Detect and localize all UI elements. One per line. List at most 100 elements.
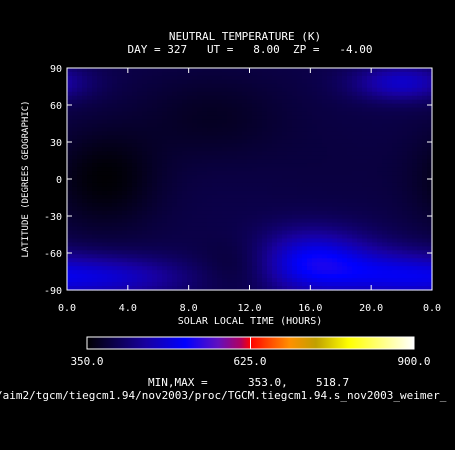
heatmap-cell [232,127,238,133]
heatmap-cell [87,226,93,232]
heatmap-cell [112,222,118,228]
heatmap-cell [112,238,118,244]
heatmap-cell [132,115,138,121]
heatmap-cell [392,230,398,236]
heatmap-cell [92,139,98,144]
heatmap-cell [292,242,298,247]
heatmap-cell [177,107,183,113]
heatmap-cell [282,95,288,101]
heatmap-cell [202,222,208,228]
heatmap-cell [222,186,228,192]
heatmap-cell [187,226,193,232]
heatmap-cell [132,218,138,224]
heatmap-cell [217,179,223,184]
heatmap-cell [112,246,118,251]
heatmap-cell [302,99,308,105]
heatmap-cell [417,91,423,97]
heatmap-cell [237,155,243,160]
heatmap-cell [397,171,403,176]
heatmap-cell [157,163,163,168]
heatmap-cell [422,91,428,97]
heatmap-cell [72,99,78,105]
heatmap-cell [212,87,218,93]
heatmap-cell [342,179,348,184]
heatmap-cell [152,206,158,212]
heatmap-cell [272,206,278,212]
heatmap-cell [312,222,318,228]
heatmap-cell [397,226,403,232]
heatmap-cell [152,75,158,81]
heatmap-cell [422,230,428,236]
heatmap-cell [387,159,393,164]
heatmap-cell [197,147,203,152]
heatmap-cell [197,135,203,140]
heatmap-cell [217,75,223,81]
heatmap-cell [292,226,298,232]
heatmap-cell [337,111,343,117]
heatmap-cell [337,246,343,251]
heatmap-cell [402,143,408,148]
heatmap-cell [402,194,408,200]
heatmap-cell [412,238,418,244]
heatmap-cell [72,163,78,168]
heatmap-cell [222,182,228,188]
heatmap-cell [227,274,233,279]
heatmap-cell [257,190,263,196]
heatmap-cell [317,95,323,101]
heatmap-cell [412,75,418,81]
heatmap-cell [127,186,133,192]
heatmap-cell [377,230,383,236]
heatmap-cell [87,131,93,136]
heatmap-cell [297,222,303,228]
heatmap-cell [407,143,413,148]
heatmap-cell [377,103,383,109]
heatmap-cell [377,226,383,232]
heatmap-cell [132,83,138,89]
heatmap-cell [197,194,203,200]
heatmap-cell [247,99,253,105]
heatmap-cell [307,278,313,283]
heatmap-cell [327,262,333,267]
heatmap-cell [207,242,213,247]
heatmap-cell [287,159,293,164]
heatmap-cell [312,167,318,172]
heatmap-cell [152,234,158,240]
heatmap-cell [302,258,308,263]
heatmap-cell [312,270,318,275]
heatmap-cell [97,234,103,240]
heatmap-cell [417,167,423,172]
heatmap-cell [302,222,308,228]
heatmap-cell [167,95,173,101]
heatmap-cell [417,242,423,247]
heatmap-cell [92,250,98,255]
heatmap-cell [287,111,293,117]
heatmap-cell [362,190,368,196]
heatmap-cell [137,254,143,259]
heatmap-cell [367,151,373,156]
heatmap-cell [292,143,298,148]
heatmap-cell [342,222,348,228]
heatmap-cell [247,119,253,125]
heatmap-cell [102,226,108,232]
heatmap-cell [427,95,433,101]
heatmap-cell [367,123,373,129]
heatmap-cell [312,79,318,85]
heatmap-cell [152,155,158,160]
heatmap-cell [182,214,188,220]
heatmap-cell [77,115,83,121]
heatmap-cell [117,258,123,263]
heatmap-cell [157,147,163,152]
heatmap-cell [322,147,328,152]
heatmap-cell [262,119,268,125]
heatmap-cell [247,218,253,224]
heatmap-cell [102,91,108,97]
heatmap-cell [182,139,188,144]
heatmap-cell [397,159,403,164]
heatmap-cell [372,250,378,255]
heatmap-cell [172,147,178,152]
heatmap-cell [427,179,433,184]
heatmap-cell [272,238,278,244]
heatmap-cell [167,175,173,180]
heatmap-cell [352,198,358,204]
heatmap-cell [77,186,83,192]
